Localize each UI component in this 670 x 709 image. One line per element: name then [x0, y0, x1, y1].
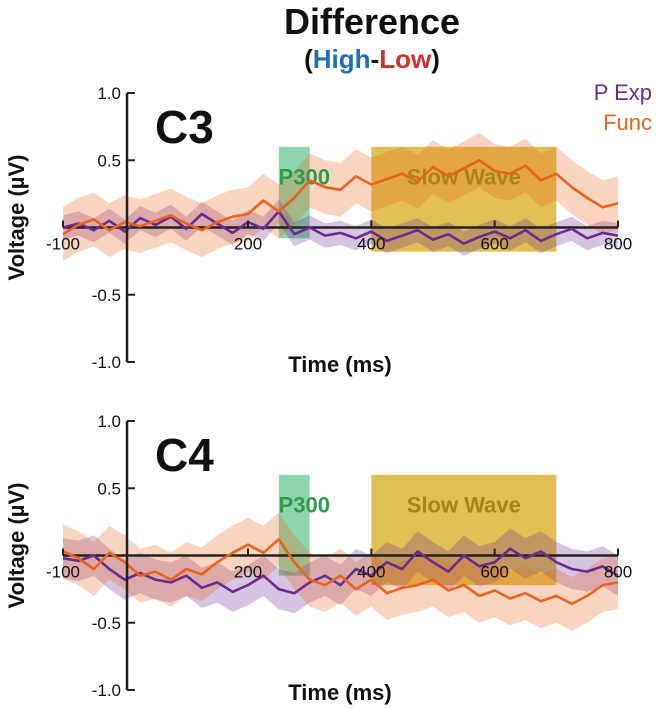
slow-wave-region: [371, 146, 557, 252]
series-line-func: [62, 159, 619, 236]
series-band-func: [63, 512, 618, 631]
series-line-func: [62, 538, 619, 606]
series-band-p-exp: [63, 528, 618, 614]
p300-region: [278, 146, 310, 239]
y-tick-label: 1.0: [97, 412, 121, 431]
slow-wave-region: [371, 474, 557, 586]
subtitle-dash: -: [371, 44, 380, 74]
subtitle-low: Low: [379, 44, 432, 74]
x-tick-label: 600: [480, 563, 508, 582]
y-tick-label: -0.5: [92, 614, 121, 633]
panel-label: C3: [155, 101, 214, 153]
subtitle-open-paren: (: [304, 44, 313, 74]
subtitle-high: High: [313, 44, 371, 74]
y-tick-label: 0.5: [97, 151, 121, 170]
x-tick-label: 400: [357, 235, 385, 254]
x-tick-label: -100: [46, 563, 80, 582]
y-tick-label: 0.5: [97, 479, 121, 498]
y-tick-label: 1.0: [97, 84, 121, 103]
x-tick-label: 200: [234, 235, 262, 254]
x-axis-label: Time (ms): [288, 352, 392, 377]
panel-c4: P300 Slow Wave 1.0 0.5 -0.5 -1.0 -100 200 400 600…: [4, 412, 632, 705]
panels-group: P300 Slow Wave 1.0 0.5 -0.5 -1.0 -100 200 400 600…: [4, 84, 632, 705]
series-line-p-exp: [62, 210, 619, 245]
legend-entry-p-exp: P Exp: [594, 80, 652, 105]
x-axis-label: Time (ms): [288, 680, 392, 705]
x-tick-label: 800: [604, 235, 632, 254]
y-tick-label: -0.5: [92, 286, 121, 305]
x-tick-label: -100: [46, 235, 80, 254]
y-tick-label: -1.0: [92, 353, 121, 372]
subtitle-close-paren: ): [431, 44, 440, 74]
y-axis-label: Voltage (µV): [4, 155, 29, 281]
p300-label: P300: [279, 492, 330, 517]
x-tick-label: 600: [480, 235, 508, 254]
chart-subtitle: (High-Low): [304, 44, 440, 74]
series-line-p-exp: [62, 547, 619, 595]
panel-label: C4: [155, 429, 214, 481]
slow-wave-label: Slow Wave: [407, 492, 521, 517]
y-tick-label: -1.0: [92, 681, 121, 700]
p300-region: [278, 474, 310, 576]
chart-title: Difference: [284, 1, 460, 42]
x-tick-label: 800: [604, 563, 632, 582]
x-tick-label: 200: [234, 563, 262, 582]
x-tick-label: 400: [357, 563, 385, 582]
y-axis-label: Voltage (µV): [4, 483, 29, 609]
legend-entry-func: Func: [603, 110, 652, 135]
